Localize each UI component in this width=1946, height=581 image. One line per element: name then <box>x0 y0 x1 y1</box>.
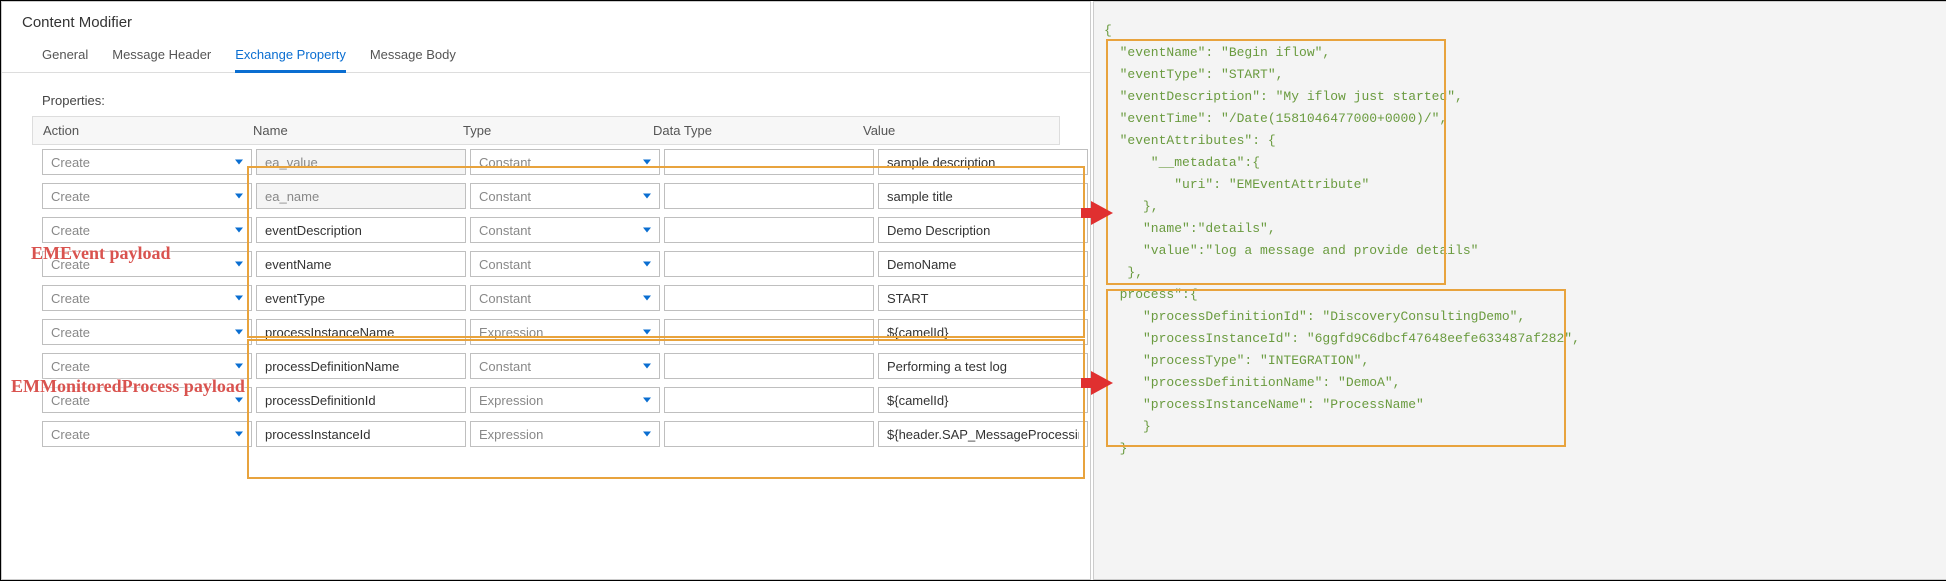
tab-general[interactable]: General <box>42 39 88 72</box>
tab-exchange-property[interactable]: Exchange Property <box>235 39 346 73</box>
type-select[interactable]: Expression <box>470 387 660 413</box>
datatype-input[interactable] <box>664 353 874 379</box>
code-line: "eventAttributes": { <box>1104 133 1276 148</box>
json-code-panel: { "eventName": "Begin iflow", "eventType… <box>1093 1 1946 580</box>
table-row: Create Expression <box>32 315 1060 349</box>
col-datatype: Data Type <box>653 123 863 138</box>
code-line: "processType": "INTEGRATION", <box>1104 353 1369 368</box>
action-select[interactable]: Create <box>42 149 252 175</box>
value-input[interactable] <box>878 251 1088 277</box>
table-row: Create Constant <box>32 179 1060 213</box>
emevent-callout: EMEvent payload <box>31 243 171 264</box>
properties-table: Action Name Type Data Type Value Create … <box>32 116 1060 451</box>
col-type: Type <box>463 123 653 138</box>
value-input[interactable] <box>878 149 1088 175</box>
datatype-input[interactable] <box>664 387 874 413</box>
arrow-emevent <box>1091 201 1113 225</box>
type-select[interactable]: Constant <box>470 217 660 243</box>
properties-label: Properties: <box>2 73 1090 116</box>
action-select[interactable]: Create <box>42 285 252 311</box>
value-input[interactable] <box>878 387 1088 413</box>
action-select[interactable]: Create <box>42 319 252 345</box>
code-line: "eventType": "START", <box>1104 67 1283 82</box>
type-select[interactable]: Constant <box>470 183 660 209</box>
datatype-input[interactable] <box>664 149 874 175</box>
type-select[interactable]: Constant <box>470 353 660 379</box>
code-line: "processInstanceId": "6ggfd9C6dbcf47648e… <box>1104 331 1580 346</box>
tab-message-header[interactable]: Message Header <box>112 39 211 72</box>
name-input[interactable] <box>256 353 466 379</box>
type-select[interactable]: Expression <box>470 319 660 345</box>
name-input[interactable] <box>256 217 466 243</box>
datatype-input[interactable] <box>664 217 874 243</box>
datatype-input[interactable] <box>664 421 874 447</box>
tab-message-body[interactable]: Message Body <box>370 39 456 72</box>
name-input[interactable] <box>256 285 466 311</box>
name-input[interactable] <box>256 183 466 209</box>
col-action: Action <box>43 123 253 138</box>
table-row: Create Constant <box>32 213 1060 247</box>
col-name: Name <box>253 123 463 138</box>
name-input[interactable] <box>256 319 466 345</box>
code-line: process":{ <box>1104 287 1198 302</box>
datatype-input[interactable] <box>664 183 874 209</box>
name-input[interactable] <box>256 149 466 175</box>
datatype-input[interactable] <box>664 285 874 311</box>
tabs: General Message Header Exchange Property… <box>2 39 1090 73</box>
value-input[interactable] <box>878 183 1088 209</box>
datatype-input[interactable] <box>664 251 874 277</box>
name-input[interactable] <box>256 421 466 447</box>
value-input[interactable] <box>878 285 1088 311</box>
code-line: "eventTime": "/Date(1581046477000+0000)/… <box>1104 111 1447 126</box>
table-row: Create Constant <box>32 281 1060 315</box>
panel-title: Content Modifier <box>2 2 1090 39</box>
type-select[interactable]: Constant <box>470 251 660 277</box>
code-line: }, <box>1104 265 1143 280</box>
value-input[interactable] <box>878 421 1088 447</box>
value-input[interactable] <box>878 319 1088 345</box>
code-line: "processInstanceName": "ProcessName" <box>1104 397 1424 412</box>
type-select[interactable]: Constant <box>470 149 660 175</box>
name-input[interactable] <box>256 251 466 277</box>
code-line: "name":"details", <box>1104 221 1276 236</box>
datatype-input[interactable] <box>664 319 874 345</box>
table-row: Create Constant <box>32 145 1060 179</box>
code-line: } <box>1104 419 1151 434</box>
action-select[interactable]: Create <box>42 217 252 243</box>
code-line: "processDefinitionId": "DiscoveryConsult… <box>1104 309 1525 324</box>
value-input[interactable] <box>878 353 1088 379</box>
arrow-emprocess <box>1091 371 1113 395</box>
table-header: Action Name Type Data Type Value <box>32 116 1060 145</box>
code-line: "value":"log a message and provide detai… <box>1104 243 1478 258</box>
content-modifier-panel: Content Modifier General Message Header … <box>1 1 1091 580</box>
code-line: } <box>1104 441 1127 456</box>
code-line: "processDefinitionName": "DemoA", <box>1104 375 1400 390</box>
code-line: "eventDescription": "My iflow just start… <box>1104 89 1463 104</box>
table-row: Create Constant <box>32 247 1060 281</box>
type-select[interactable]: Constant <box>470 285 660 311</box>
code-line: "eventName": "Begin iflow", <box>1104 45 1330 60</box>
table-row: Create Expression <box>32 417 1060 451</box>
col-value: Value <box>863 123 1073 138</box>
action-select[interactable]: Create <box>42 183 252 209</box>
code-line: { <box>1104 23 1112 38</box>
name-input[interactable] <box>256 387 466 413</box>
code-line: "uri": "EMEventAttribute" <box>1104 177 1369 192</box>
emprocess-callout: EMMonitoredProcess payload <box>11 376 245 397</box>
code-line: "__metadata":{ <box>1104 155 1260 170</box>
type-select[interactable]: Expression <box>470 421 660 447</box>
value-input[interactable] <box>878 217 1088 243</box>
action-select[interactable]: Create <box>42 421 252 447</box>
